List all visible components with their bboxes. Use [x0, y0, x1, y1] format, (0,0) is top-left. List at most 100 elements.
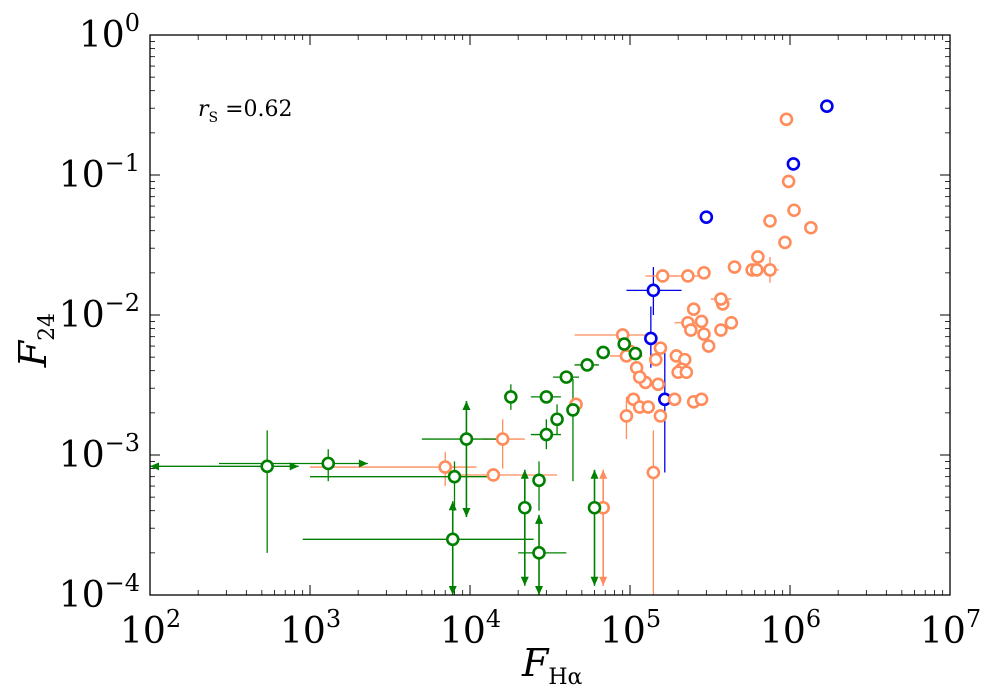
y-tick-label: 100 — [79, 9, 140, 56]
y-tick-label-exp: −4 — [105, 569, 140, 597]
upper-limit-arrowhead — [462, 508, 471, 518]
x-limit-arrowhead — [150, 462, 159, 471]
upper-limit-arrowhead — [448, 586, 457, 595]
x-tick-label: 106 — [760, 605, 821, 652]
orange-point — [724, 315, 739, 330]
upper-limit-arrowhead — [520, 576, 529, 586]
orange-point — [751, 250, 765, 264]
y-axis-label-main: F — [11, 339, 55, 368]
orange-point — [649, 352, 663, 367]
y-tick-label-exp: −1 — [105, 149, 140, 177]
x-tick-label-base: 10 — [120, 611, 166, 652]
orange-point — [694, 314, 709, 329]
orange-point — [686, 302, 701, 317]
orange-point — [714, 292, 728, 306]
error-bars — [150, 256, 779, 595]
x-tick-label: 105 — [600, 605, 661, 652]
green-point — [445, 532, 460, 547]
x-tick-label-base: 10 — [920, 611, 966, 652]
orange-point — [697, 266, 711, 280]
x-axis-label: FHα — [521, 641, 583, 690]
x-tick-label: 107 — [920, 605, 981, 652]
orange-point — [681, 269, 695, 283]
orange-point — [619, 409, 634, 423]
x-tick-label-exp: 4 — [486, 605, 501, 633]
green-point — [596, 345, 611, 360]
x-tick-label-base: 10 — [760, 611, 806, 652]
y-tick-label-base: 10 — [79, 15, 125, 56]
orange-point — [495, 432, 510, 446]
green-point — [260, 459, 274, 474]
green-point — [559, 370, 574, 384]
orange-point — [714, 323, 728, 337]
orange-point — [655, 269, 670, 283]
green-point — [628, 346, 643, 361]
x-tick-label-exp: 6 — [806, 605, 821, 633]
green-point — [447, 469, 462, 484]
y-tick-label: 10−1 — [59, 149, 140, 196]
upper-limit-arrowhead — [599, 576, 608, 586]
y-tick-label-base: 10 — [59, 295, 105, 336]
green-point — [617, 337, 632, 351]
orange-point — [701, 339, 716, 353]
y-tick-label-exp: 0 — [125, 9, 140, 37]
orange-point — [694, 392, 709, 407]
upper-limit-arrowhead — [590, 469, 599, 479]
blue-point — [646, 283, 661, 298]
orange-point — [781, 174, 796, 189]
green-point — [459, 432, 474, 446]
upper-limit-arrowhead — [462, 401, 471, 411]
orange-point — [778, 235, 792, 250]
x-tick-label-base: 10 — [280, 611, 326, 652]
y-tick-label: 10−2 — [59, 289, 140, 336]
x-axis-label-main: F — [521, 641, 550, 685]
y-tick-label: 10−3 — [59, 429, 140, 476]
x-tick-label: 102 — [120, 605, 181, 652]
orange-point — [804, 220, 818, 235]
upper-limit-arrowhead — [535, 586, 544, 595]
x-tick-label-exp: 3 — [326, 605, 341, 633]
blue-point — [644, 331, 658, 346]
orange-point — [779, 112, 794, 127]
upper-limit-arrowhead — [448, 501, 457, 511]
annotation-rs: rS =0.62 — [198, 97, 293, 126]
green-point — [550, 412, 564, 427]
green-point — [580, 358, 594, 372]
orange-point — [632, 370, 647, 384]
upper-limit-arrowhead — [599, 469, 608, 479]
annotation-rs-value: =0.62 — [218, 97, 292, 122]
orange-point — [641, 400, 656, 414]
y-axis-label: F24 — [11, 313, 60, 368]
x-tick-label-exp: 5 — [646, 605, 661, 633]
green-point — [566, 403, 580, 417]
y-tick-label-base: 10 — [59, 435, 105, 476]
green-point — [321, 456, 336, 471]
green-point — [539, 427, 554, 442]
orange-point — [679, 365, 694, 380]
orange-point — [486, 468, 501, 482]
orange-point — [697, 327, 711, 341]
orange-point — [749, 263, 764, 277]
y-tick-label: 10−4 — [59, 569, 140, 616]
x-tick-label: 103 — [280, 605, 341, 652]
x-tick-label-base: 10 — [600, 611, 646, 652]
orange-point — [653, 409, 668, 423]
y-tick-label-base: 10 — [59, 575, 105, 616]
y-tick-label-base: 10 — [59, 155, 105, 196]
x-axis-label-sub: Hα — [548, 665, 582, 690]
x-tick-label-exp: 7 — [966, 605, 981, 633]
x-tick-label: 104 — [440, 605, 501, 652]
plot-frame — [149, 34, 951, 596]
annotation-rs-main: r — [198, 97, 210, 122]
orange-point — [684, 323, 698, 337]
x-limit-arrowhead — [289, 462, 299, 471]
orange-point — [787, 203, 801, 218]
orange-point — [438, 460, 453, 474]
y-axis-label-sub: 24 — [35, 313, 60, 341]
x-tick-label-exp: 2 — [166, 605, 181, 633]
blue-point — [786, 157, 801, 171]
upper-limit-arrowhead — [520, 469, 529, 479]
upper-limit-arrowhead — [535, 514, 544, 524]
